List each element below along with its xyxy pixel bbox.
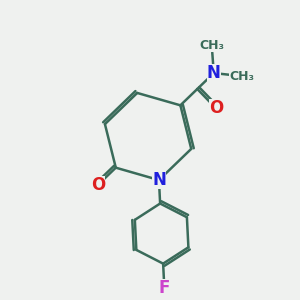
Text: O: O xyxy=(209,99,223,117)
Text: O: O xyxy=(91,176,105,194)
Text: N: N xyxy=(207,64,221,82)
Text: CH₃: CH₃ xyxy=(199,39,224,52)
Text: N: N xyxy=(152,171,166,189)
Text: F: F xyxy=(159,279,170,297)
Text: CH₃: CH₃ xyxy=(229,70,254,83)
